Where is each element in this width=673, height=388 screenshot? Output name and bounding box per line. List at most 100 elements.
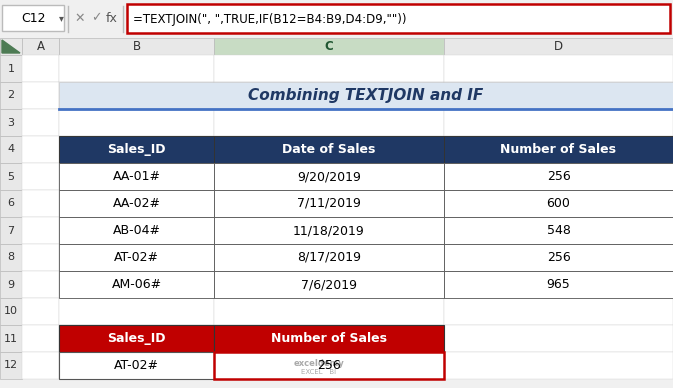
Text: AB-04#: AB-04# xyxy=(112,224,160,237)
Bar xyxy=(0,217,22,244)
Bar xyxy=(59,136,214,163)
Text: 256: 256 xyxy=(546,170,571,183)
Text: 7/6/2019: 7/6/2019 xyxy=(301,278,357,291)
Text: 548: 548 xyxy=(546,224,571,237)
Bar xyxy=(0,109,22,136)
Text: exceldemy: exceldemy xyxy=(293,359,345,368)
Text: 7: 7 xyxy=(7,225,15,236)
Text: 7/11/2019: 7/11/2019 xyxy=(297,197,361,210)
Bar xyxy=(59,163,214,190)
Bar xyxy=(444,298,673,325)
Bar xyxy=(214,352,444,379)
Text: 12: 12 xyxy=(4,360,18,371)
Bar xyxy=(214,244,444,271)
Bar xyxy=(59,55,214,82)
Bar xyxy=(214,244,444,271)
Bar xyxy=(214,109,444,136)
Bar xyxy=(0,244,22,271)
Bar xyxy=(22,163,59,190)
Bar xyxy=(444,136,673,163)
Text: 3: 3 xyxy=(7,118,15,128)
Bar xyxy=(0,82,22,109)
Text: 2: 2 xyxy=(7,90,15,100)
Text: AT-02#: AT-02# xyxy=(114,359,159,372)
Polygon shape xyxy=(2,40,20,53)
Bar xyxy=(59,217,214,244)
Bar xyxy=(59,38,214,55)
Text: AA-02#: AA-02# xyxy=(112,197,160,210)
Text: 4: 4 xyxy=(7,144,15,154)
Bar xyxy=(59,163,214,190)
Bar xyxy=(0,163,22,190)
Text: ✕: ✕ xyxy=(75,12,85,24)
Bar xyxy=(214,325,444,352)
Bar xyxy=(214,82,444,109)
Bar xyxy=(0,190,22,217)
Text: 5: 5 xyxy=(7,171,15,182)
Bar xyxy=(22,244,59,271)
Bar xyxy=(59,271,214,298)
Bar xyxy=(127,4,670,33)
Text: D: D xyxy=(554,40,563,53)
Text: 9: 9 xyxy=(7,279,15,289)
Bar xyxy=(214,190,444,217)
Bar xyxy=(214,271,444,298)
Bar xyxy=(214,136,444,163)
Text: Sales_ID: Sales_ID xyxy=(107,332,166,345)
Bar xyxy=(22,352,59,379)
Bar xyxy=(59,325,214,352)
Text: 6: 6 xyxy=(7,199,15,208)
Bar xyxy=(59,271,214,298)
Bar xyxy=(214,55,444,82)
Bar xyxy=(0,271,22,298)
Bar xyxy=(22,82,59,109)
Bar xyxy=(0,352,22,379)
Bar xyxy=(444,217,673,244)
Bar xyxy=(0,0,673,38)
Bar xyxy=(444,136,673,163)
Text: 11/18/2019: 11/18/2019 xyxy=(293,224,365,237)
Bar xyxy=(214,352,444,379)
Bar xyxy=(22,325,59,352)
Bar xyxy=(444,244,673,271)
Bar xyxy=(59,82,673,109)
Text: 9/20/2019: 9/20/2019 xyxy=(297,170,361,183)
Bar xyxy=(22,217,59,244)
Bar xyxy=(59,298,214,325)
Text: Combining TEXTJOIN and IF: Combining TEXTJOIN and IF xyxy=(248,88,484,103)
Bar xyxy=(214,190,444,217)
Text: AT-02#: AT-02# xyxy=(114,251,159,264)
Bar xyxy=(59,244,214,271)
Bar xyxy=(214,271,444,298)
Bar xyxy=(59,244,214,271)
Bar xyxy=(22,298,59,325)
Bar xyxy=(444,109,673,136)
Text: Number of Sales: Number of Sales xyxy=(501,143,616,156)
Text: 8: 8 xyxy=(7,253,15,263)
Bar xyxy=(444,325,673,352)
Bar xyxy=(444,244,673,271)
Bar xyxy=(0,55,22,82)
Text: =TEXTJOIN(", ",TRUE,IF(B12=B4:B9,D4:D9,"")): =TEXTJOIN(", ",TRUE,IF(B12=B4:B9,D4:D9,"… xyxy=(133,12,406,26)
Bar xyxy=(59,190,214,217)
Bar xyxy=(444,271,673,298)
Bar xyxy=(214,163,444,190)
Text: AM-06#: AM-06# xyxy=(112,278,162,291)
Text: fx: fx xyxy=(106,12,118,24)
Text: 256: 256 xyxy=(317,359,341,372)
Bar xyxy=(0,325,22,352)
Bar xyxy=(444,38,673,55)
Bar xyxy=(444,271,673,298)
Bar xyxy=(444,55,673,82)
Bar xyxy=(22,136,59,163)
Text: Number of Sales: Number of Sales xyxy=(271,332,387,345)
Text: A: A xyxy=(36,40,44,53)
Bar xyxy=(0,38,22,55)
Bar xyxy=(214,217,444,244)
Text: Date of Sales: Date of Sales xyxy=(282,143,376,156)
Bar xyxy=(59,136,214,163)
Bar xyxy=(59,352,214,379)
Bar xyxy=(2,5,64,31)
Text: 11: 11 xyxy=(4,334,18,343)
Bar xyxy=(22,55,59,82)
